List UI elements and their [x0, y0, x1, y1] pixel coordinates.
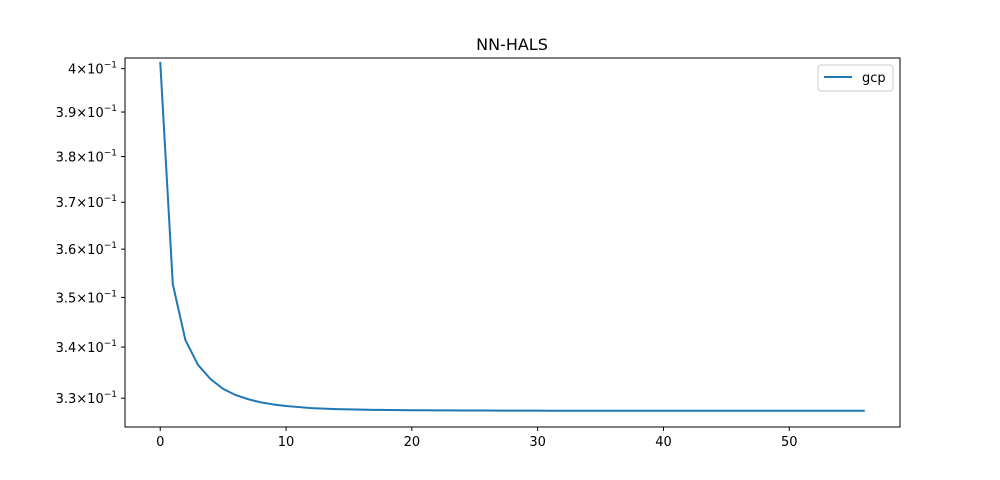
x-tick-label: 0 — [156, 435, 164, 450]
series-line-gcp — [159, 61, 865, 412]
y-axis-ticks: 3.3×10−1 3.4×10−1 3.5×10−1 3.6×10−1 3.7×10−1… — [56, 61, 125, 407]
x-tick-label: 50 — [781, 435, 798, 450]
plot-area — [125, 58, 900, 427]
y-tick-label: 3.8×10−1 — [56, 149, 117, 166]
series-lines — [159, 61, 865, 412]
y-tick-label: 3.3×10−1 — [56, 390, 117, 407]
chart-title: NN-HALS — [476, 35, 548, 54]
y-tick-label: 3.9×10−1 — [56, 104, 117, 121]
x-tick-label: 40 — [655, 435, 672, 450]
legend: gcp — [817, 64, 894, 92]
x-axis-ticks: 0 10 20 30 40 50 — [156, 427, 798, 450]
y-tick-label: 4×10−1 — [68, 61, 117, 78]
plot-frame — [124, 57, 901, 428]
x-tick-label: 30 — [529, 435, 546, 450]
legend-box — [817, 64, 894, 92]
y-tick-label: 3.6×10−1 — [56, 241, 117, 258]
x-tick-label: 20 — [404, 435, 421, 450]
y-tick-label: 3.4×10−1 — [56, 339, 117, 356]
y-tick-label: 3.7×10−1 — [56, 194, 117, 211]
x-tick-label: 10 — [278, 435, 295, 450]
y-tick-label: 3.5×10−1 — [56, 289, 117, 306]
legend-label-gcp: gcp — [862, 71, 886, 86]
